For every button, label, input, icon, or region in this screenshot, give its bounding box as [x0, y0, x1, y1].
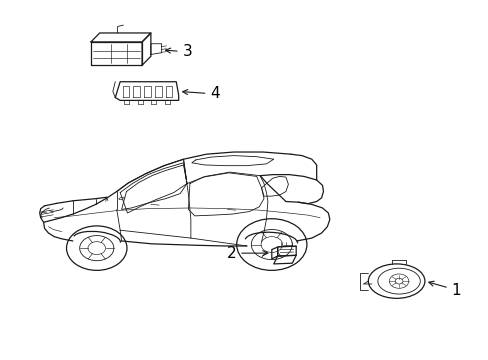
Text: 3: 3: [165, 45, 192, 59]
Text: 4: 4: [183, 86, 220, 102]
Text: 2: 2: [226, 246, 267, 261]
Text: 1: 1: [428, 281, 460, 298]
